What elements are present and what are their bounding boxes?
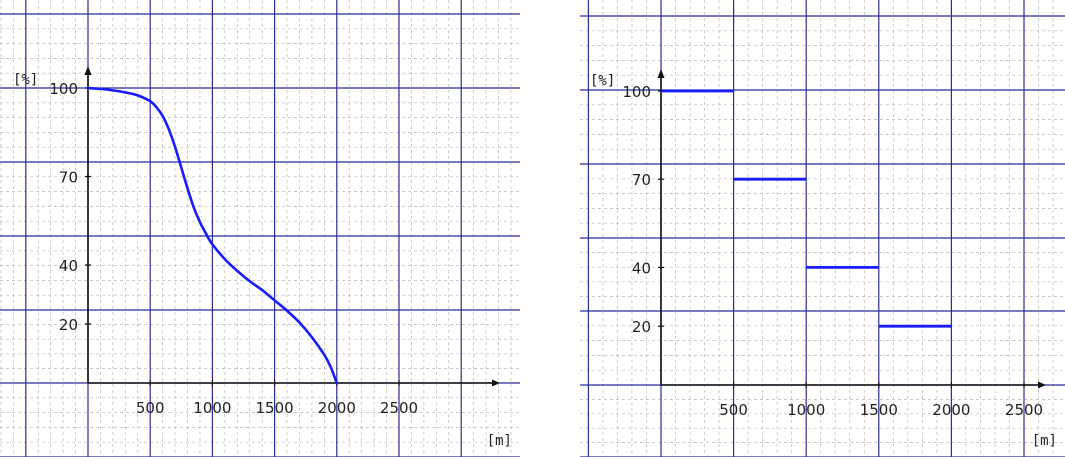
x-tick-label: 2500 bbox=[1005, 401, 1043, 419]
x-tick-label: 500 bbox=[136, 399, 165, 417]
x-axis-unit-label: [m] bbox=[487, 433, 512, 449]
x-tick-label: 1000 bbox=[193, 399, 231, 417]
x-tick-label: 2000 bbox=[932, 401, 970, 419]
y-axis-arrow bbox=[658, 69, 665, 78]
x-axis-arrow bbox=[1038, 382, 1046, 389]
y-tick-label: 20 bbox=[59, 316, 78, 334]
x-tick-label: 1000 bbox=[787, 401, 825, 419]
right-chart-stepwise: 500 1000 1500 2000 2500 20 40 70 100 [%] [m] bbox=[580, 0, 1065, 457]
y-tick-label: 100 bbox=[49, 80, 78, 98]
x-tick-label: 1500 bbox=[256, 399, 294, 417]
x-tick-label: 1500 bbox=[860, 401, 898, 419]
y-tick-label: 20 bbox=[632, 318, 651, 336]
x-axis-unit-label: [m] bbox=[1032, 433, 1057, 449]
minor-grid bbox=[580, 0, 1065, 457]
y-axis-unit-label: [%] bbox=[590, 73, 615, 89]
major-grid bbox=[580, 0, 1065, 457]
major-grid bbox=[0, 0, 520, 457]
y-tick-label: 40 bbox=[632, 259, 651, 277]
left-chart-continuous: 500 1000 1500 2000 2500 20 40 70 100 [%] [m] bbox=[0, 0, 520, 457]
y-axis-arrow bbox=[85, 66, 92, 75]
minor-grid bbox=[0, 0, 520, 457]
y-tick-label: 70 bbox=[632, 171, 651, 189]
x-tick-label: 2500 bbox=[380, 399, 418, 417]
y-tick-label: 70 bbox=[59, 169, 78, 187]
x-tick-label: 2000 bbox=[318, 399, 356, 417]
y-axis-unit-label: [%] bbox=[13, 72, 38, 88]
x-tick-label: 500 bbox=[719, 401, 748, 419]
y-tick-label: 40 bbox=[59, 257, 78, 275]
y-tick-label: 100 bbox=[622, 83, 651, 101]
